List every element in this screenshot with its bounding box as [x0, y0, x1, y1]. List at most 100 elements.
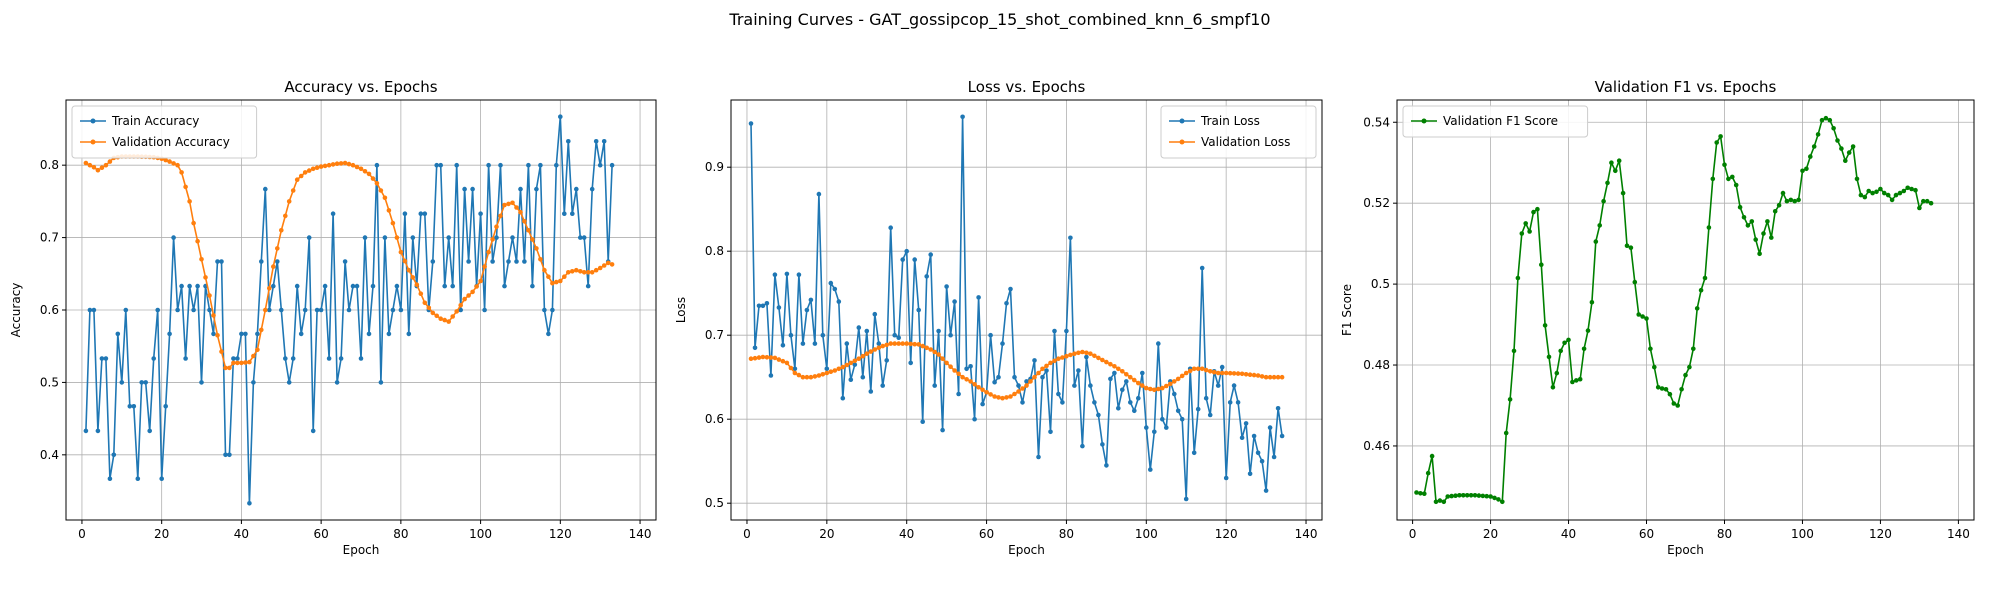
- data-point: [1128, 374, 1133, 380]
- data-point: [454, 162, 460, 168]
- data-point: [804, 307, 810, 313]
- series-line: [1416, 117, 1932, 503]
- data-point: [1453, 493, 1458, 499]
- data-point: [378, 380, 384, 385]
- data-point: [1231, 383, 1237, 388]
- data-point: [406, 331, 412, 337]
- data-point: [796, 372, 802, 378]
- data-point: [398, 249, 404, 255]
- data-point: [1616, 158, 1622, 163]
- data-point: [1796, 197, 1801, 203]
- data-point: [1496, 497, 1501, 502]
- chart-panel-3: 0 20 40 60 80 100 120 140 0.46 0.48 0.5 0.52 0.54 Val…: [1340, 78, 1975, 557]
- data-point: [183, 356, 188, 361]
- y-tick-label: 0.46: [1363, 439, 1390, 453]
- data-point: [338, 356, 344, 361]
- data-point: [1259, 374, 1265, 379]
- data-point: [398, 307, 404, 313]
- data-point: [1195, 406, 1201, 412]
- data-point: [330, 211, 336, 216]
- y-tick-label: 0.6: [40, 303, 59, 317]
- data-point: [1172, 379, 1177, 384]
- data-point: [1275, 406, 1281, 411]
- data-point: [768, 355, 774, 360]
- x-axis-label: Epoch: [343, 543, 380, 557]
- data-point: [1231, 371, 1237, 376]
- data-point: [1878, 186, 1883, 192]
- data-point: [804, 374, 810, 380]
- x-tick-label: 60: [313, 527, 328, 541]
- data-point: [1843, 158, 1848, 163]
- data-point: [772, 272, 778, 278]
- data-point: [593, 267, 599, 273]
- data-point: [1765, 219, 1770, 224]
- x-tick-label: 140: [629, 527, 652, 541]
- data-point: [542, 307, 547, 313]
- data-point: [542, 267, 547, 273]
- data-point: [342, 259, 348, 264]
- data-point: [792, 370, 798, 376]
- data-point: [824, 370, 830, 376]
- data-point: [275, 259, 280, 264]
- data-point: [231, 356, 236, 361]
- data-point: [768, 373, 774, 378]
- data-point: [434, 313, 440, 319]
- data-point: [1068, 352, 1073, 358]
- data-point: [1068, 235, 1073, 241]
- data-point: [199, 257, 204, 262]
- data-point: [1753, 237, 1758, 242]
- data-point: [486, 249, 491, 255]
- data-point: [1624, 243, 1630, 248]
- data-point: [430, 259, 436, 264]
- data-point: [1008, 286, 1013, 292]
- data-point: [318, 164, 324, 169]
- data-point: [1175, 408, 1181, 414]
- data-point: [812, 341, 818, 346]
- x-tick-label: 60: [979, 527, 994, 541]
- data-point: [916, 307, 921, 313]
- data-point: [1488, 494, 1493, 499]
- data-point: [888, 225, 893, 230]
- data-point: [191, 307, 196, 313]
- data-point: [912, 257, 917, 262]
- data-point: [780, 343, 786, 348]
- data-point: [1811, 144, 1817, 149]
- data-point: [1048, 429, 1053, 435]
- data-point: [446, 235, 452, 240]
- data-point: [386, 208, 392, 213]
- data-point: [900, 341, 905, 346]
- data-point: [820, 332, 826, 338]
- data-point: [764, 355, 770, 360]
- data-point: [506, 259, 511, 264]
- data-point: [1044, 368, 1049, 373]
- data-point: [1207, 369, 1213, 374]
- data-point: [1203, 395, 1209, 401]
- data-point: [972, 416, 977, 422]
- data-point: [450, 314, 456, 319]
- data-point: [1211, 369, 1217, 375]
- data-point: [1800, 168, 1805, 174]
- data-point: [1527, 229, 1532, 234]
- data-point: [235, 360, 240, 366]
- y-tick-label: 0.5: [705, 496, 724, 510]
- data-point: [884, 342, 889, 348]
- data-point: [1905, 185, 1910, 191]
- x-tick-label: 0: [1409, 527, 1417, 541]
- data-point: [996, 395, 1001, 400]
- data-point: [91, 307, 97, 313]
- data-point: [1104, 463, 1109, 468]
- y-tick-label: 0.4: [40, 448, 59, 462]
- data-point: [1120, 387, 1125, 393]
- data-point: [1566, 337, 1571, 343]
- data-point: [1862, 194, 1868, 200]
- data-point: [550, 280, 555, 286]
- data-point: [1136, 395, 1141, 401]
- data-point: [1012, 391, 1017, 397]
- data-point: [286, 380, 292, 385]
- data-point: [1804, 166, 1809, 172]
- data-point: [956, 371, 961, 377]
- data-point: [589, 270, 595, 275]
- data-point: [988, 392, 993, 397]
- data-point: [1243, 421, 1249, 426]
- data-point: [191, 220, 196, 226]
